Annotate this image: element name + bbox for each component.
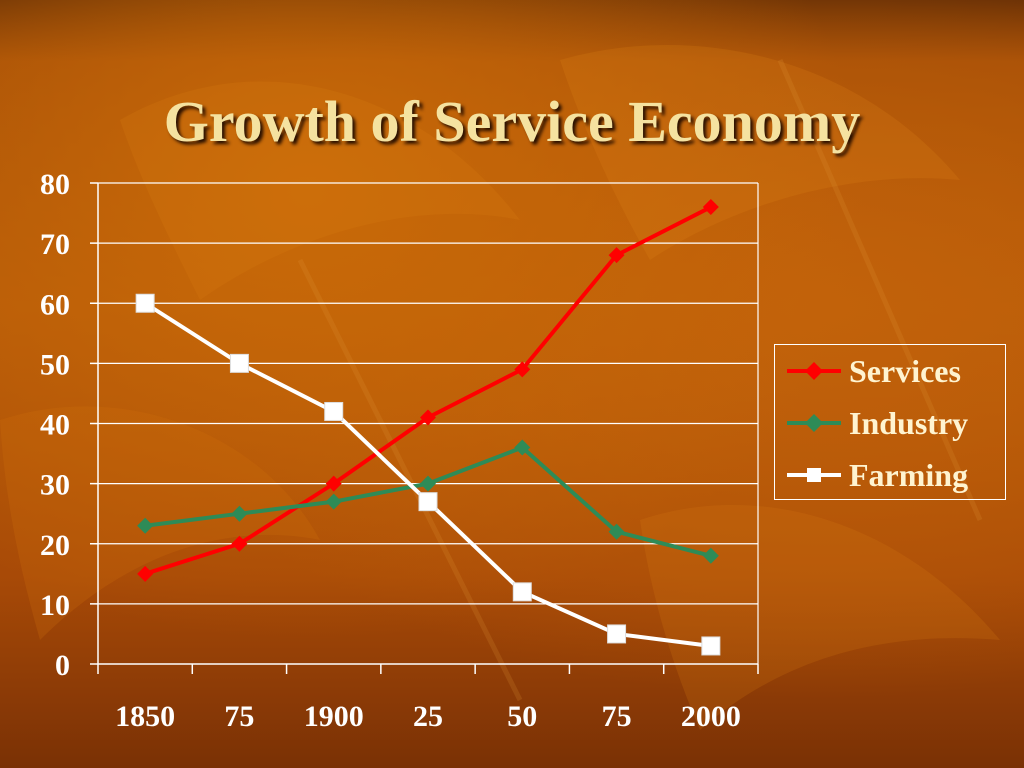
x-tick-label: 2000: [681, 700, 741, 733]
legend-label-farming: Farming: [849, 457, 969, 493]
data-point-farming: [418, 492, 438, 512]
x-tick-label: 25: [413, 700, 443, 733]
legend-label-industry: Industry: [849, 405, 969, 441]
data-point-farming: [135, 293, 155, 313]
y-tick-label: 30: [40, 469, 70, 502]
data-point-industry: [420, 475, 436, 492]
data-point-services: [420, 409, 436, 426]
data-point-farming: [701, 636, 721, 656]
legend-swatch-farming: [787, 468, 841, 482]
data-point-farming: [607, 624, 627, 644]
y-tick-label: 0: [55, 649, 70, 682]
data-point-services: [137, 565, 154, 582]
legend-label-services: Services: [849, 353, 961, 389]
y-tick-label: 10: [40, 589, 70, 622]
data-point-industry: [608, 523, 625, 540]
y-tick-label: 70: [40, 228, 70, 261]
data-point-industry: [137, 517, 154, 534]
y-tick-label: 50: [40, 348, 70, 381]
x-tick-label: 75: [224, 700, 254, 733]
x-tick-label: 75: [602, 700, 632, 733]
data-point-services: [608, 247, 625, 264]
legend-swatch-services: [787, 362, 841, 380]
y-tick-label: 60: [40, 288, 70, 321]
y-tick-label: 80: [40, 168, 70, 201]
chart-legend: Services Industry Farming: [774, 344, 1006, 500]
data-point-services: [325, 475, 342, 492]
data-point-farming: [512, 582, 532, 602]
data-point-industry: [231, 505, 248, 522]
legend-swatch-industry: [787, 414, 841, 432]
data-point-services: [231, 535, 248, 552]
series-line-services: [144, 205, 712, 576]
data-point-industry: [702, 547, 719, 564]
x-tick-label: 50: [507, 700, 537, 733]
x-tick-label: 1850: [115, 700, 175, 733]
data-point-industry: [514, 439, 531, 456]
slide-title: Growth of Service Economy: [163, 89, 861, 154]
x-tick-label: 1900: [304, 700, 364, 733]
data-point-industry: [325, 493, 342, 510]
data-point-farming: [229, 353, 249, 373]
legend-item-farming: Farming: [775, 457, 1007, 501]
legend-item-industry: Industry: [775, 405, 1007, 449]
data-point-services: [702, 199, 719, 216]
y-tick-label: 40: [40, 409, 70, 442]
data-point-services: [514, 361, 531, 378]
y-tick-label: 20: [40, 529, 70, 562]
legend-item-services: Services: [775, 353, 1007, 397]
data-point-farming: [324, 401, 344, 421]
